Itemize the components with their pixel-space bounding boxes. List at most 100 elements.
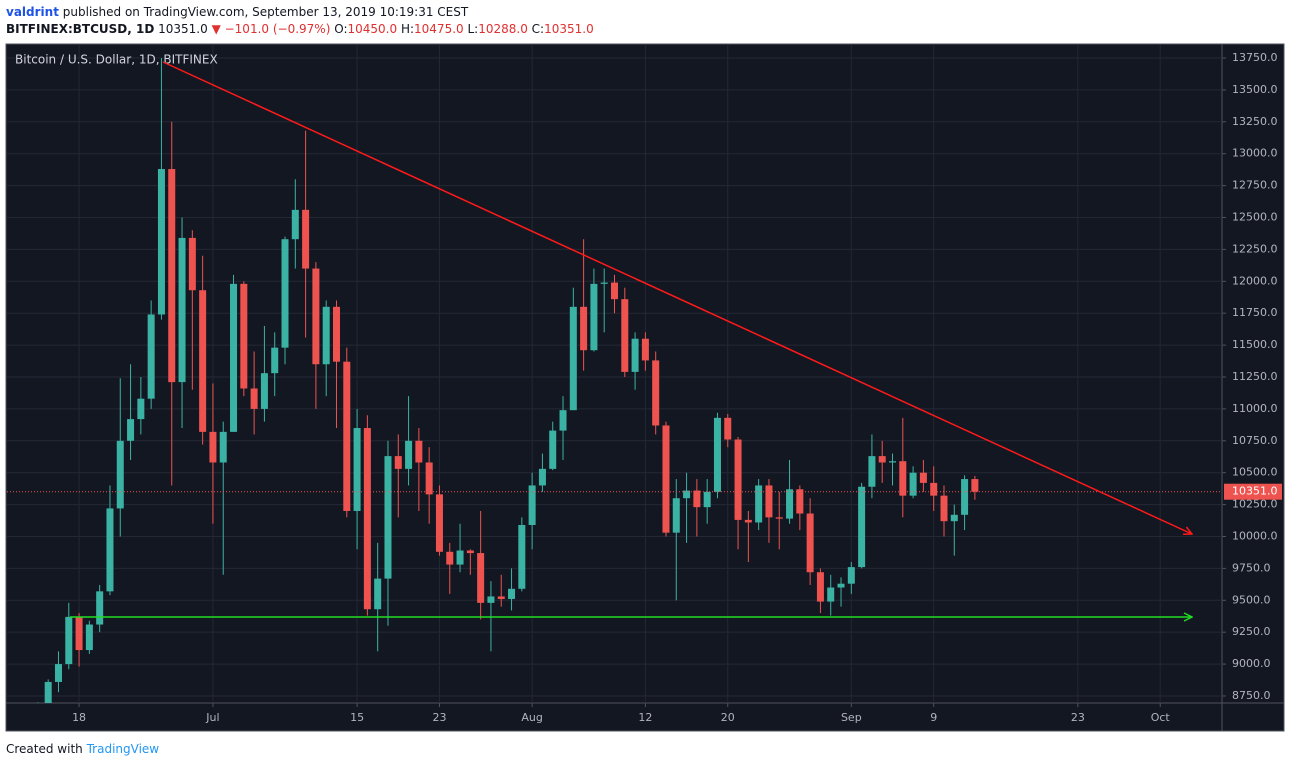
- candle-body: [549, 430, 557, 469]
- candle-body: [889, 461, 897, 463]
- publish-line: valdrint published on TradingView.com, S…: [6, 5, 468, 19]
- y-tick-label: 11250.0: [1232, 370, 1278, 383]
- candle-body: [569, 306, 577, 411]
- y-tick-label: 10500.0: [1232, 466, 1278, 479]
- y-tick-label: 9500.0: [1232, 593, 1271, 606]
- y-tick-label: 9250.0: [1232, 625, 1271, 638]
- candle-body: [621, 299, 629, 372]
- candle-body: [672, 498, 680, 533]
- candle-body: [631, 338, 639, 372]
- y-tick-label: 13250.0: [1232, 115, 1278, 128]
- candle-body: [302, 209, 310, 269]
- x-tick-label: 23: [432, 711, 446, 724]
- candle-body: [363, 428, 371, 610]
- y-tick-label: 11000.0: [1232, 402, 1278, 415]
- candle-body: [168, 169, 176, 383]
- candle-body: [497, 596, 505, 600]
- candle-body: [559, 410, 567, 431]
- symbol-line: BITFINEX:BTCUSD, 1D 10351.0 ▼ −101.0 (−0…: [6, 22, 594, 36]
- candle-body: [353, 428, 361, 511]
- candle-body: [322, 306, 330, 365]
- candle-body: [219, 431, 227, 463]
- candle-body: [847, 567, 855, 584]
- ohlc-value: 10475.0: [414, 22, 464, 36]
- author[interactable]: valdrint: [6, 5, 59, 19]
- x-tick-label: Sep: [841, 711, 862, 724]
- candle-body: [868, 456, 876, 487]
- x-tick-label: 20: [721, 711, 735, 724]
- candle-body: [65, 616, 73, 665]
- candle-body: [240, 283, 248, 389]
- candle-body: [538, 468, 546, 486]
- candle-body: [755, 485, 763, 523]
- candle-body: [446, 551, 454, 565]
- candle-body: [487, 596, 495, 603]
- candle-body: [394, 456, 402, 469]
- ohlc-label: L:: [467, 22, 479, 36]
- candle-body: [806, 513, 814, 573]
- x-tick-label: Aug: [521, 711, 542, 724]
- ohlc-label: O:: [334, 22, 348, 36]
- x-tick-label: 15: [350, 711, 364, 724]
- candle-body: [878, 456, 886, 463]
- candle-body: [858, 486, 866, 568]
- candle-body: [744, 519, 752, 523]
- candle-body: [332, 306, 340, 362]
- candle-body: [44, 681, 52, 703]
- candle-body: [713, 417, 721, 492]
- candle-body: [456, 550, 464, 565]
- candle-body: [271, 347, 279, 374]
- candle-body: [178, 237, 186, 383]
- x-tick-label: Oct: [1151, 711, 1171, 724]
- candle-body: [518, 525, 526, 589]
- candle-body: [693, 490, 701, 508]
- chart-title: Bitcoin / U.S. Dollar, 1D, BITFINEX: [15, 53, 218, 67]
- candle-body: [950, 514, 958, 522]
- created-with: Created with: [6, 742, 83, 756]
- y-tick-label: 11500.0: [1232, 338, 1278, 351]
- y-tick-label: 9000.0: [1232, 657, 1271, 670]
- axes: 8750.0 9000.0 9250.0 9500.0 9750.0 10000.0 102…: [72, 51, 1282, 724]
- y-tick-label: 11750.0: [1232, 306, 1278, 319]
- ohlc-value: 10288.0: [478, 22, 528, 36]
- candle-body: [127, 419, 135, 441]
- candle-body: [260, 373, 268, 409]
- candle-body: [96, 591, 104, 625]
- brand[interactable]: TradingView: [86, 742, 160, 756]
- change: ▼ −101.0 (−0.97%): [211, 22, 331, 36]
- ohlc-label: H:: [400, 22, 415, 36]
- candle-body: [312, 268, 320, 365]
- candle-body: [528, 485, 536, 526]
- candle-body: [837, 583, 845, 588]
- candle-body: [796, 489, 804, 514]
- candle-body: [415, 440, 423, 463]
- y-tick-label: 13750.0: [1232, 51, 1278, 64]
- x-tick-label: 18: [72, 711, 86, 724]
- x-tick-label: 9: [930, 711, 937, 724]
- y-tick-label: 9750.0: [1232, 561, 1271, 574]
- candle-body: [116, 440, 124, 509]
- symbol: BITFINEX:BTCUSD, 1D: [6, 22, 155, 36]
- y-tick-label: 10000.0: [1232, 529, 1278, 542]
- y-tick-label: 12250.0: [1232, 242, 1278, 255]
- y-tick-label: 12500.0: [1232, 211, 1278, 224]
- candle-body: [930, 482, 938, 496]
- candle-body: [652, 360, 660, 426]
- x-tick-label: 12: [638, 711, 652, 724]
- candle-body: [961, 479, 969, 515]
- ohlc-value: 10450.0: [347, 22, 398, 36]
- candle-body: [971, 479, 979, 492]
- y-tick-label: 13000.0: [1232, 147, 1278, 160]
- x-tick-label: Jul: [205, 711, 219, 724]
- ohlc: O:10450.0 H:10475.0 L:10288.0 C:10351.0: [334, 22, 594, 36]
- x-tick-label: 23: [1071, 711, 1085, 724]
- candle-body: [508, 588, 516, 600]
- candle-body: [940, 495, 948, 522]
- candle-body: [137, 398, 145, 420]
- candle-body: [827, 587, 835, 602]
- last-price-label: 10351.0: [1232, 485, 1278, 498]
- candle-body: [106, 508, 114, 592]
- candle-body: [899, 461, 907, 496]
